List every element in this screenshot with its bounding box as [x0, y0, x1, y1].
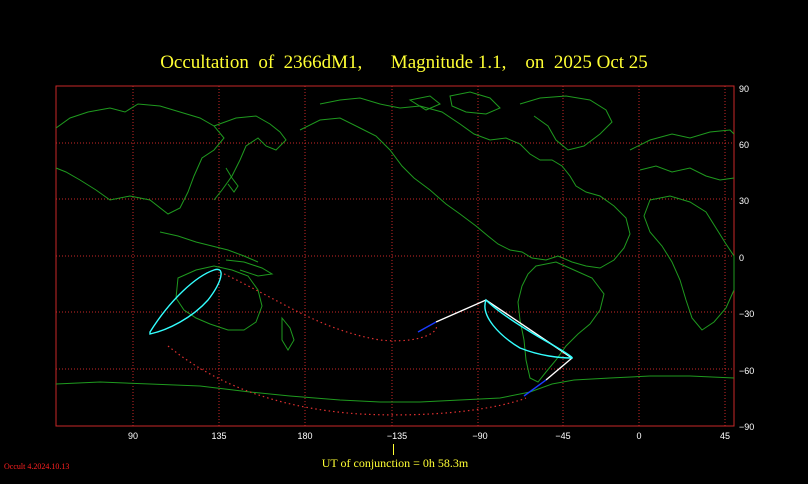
coastlines: [55, 91, 735, 403]
lat-tick: 90: [739, 84, 750, 94]
coast-africa: [643, 195, 735, 331]
visibility-curves: [149, 268, 573, 359]
coast-asia-west: [55, 103, 225, 215]
coast-japan: [225, 167, 239, 193]
curve-australia: [149, 268, 222, 335]
coast-australia: [175, 265, 263, 331]
coast-indonesia: [159, 231, 259, 263]
coast-antarctica: [55, 375, 735, 403]
curve-south-america: [484, 298, 573, 359]
version-label: Occult 4.2024.10.13: [4, 462, 70, 471]
lon-tick: 0: [636, 431, 642, 441]
lon-tick: 135: [211, 431, 227, 441]
limit-lines: [167, 271, 527, 416]
lon-tick: 90: [127, 431, 138, 441]
conjunction-marker: [393, 444, 394, 455]
coast-south-america: [517, 261, 605, 383]
lon-tick: −45: [555, 431, 571, 441]
coast-greenland: [519, 95, 613, 151]
coast-north-america: [299, 97, 631, 269]
lat-tick: 60: [739, 140, 750, 150]
coast-europe-2: [639, 165, 735, 181]
lon-tick: −90: [472, 431, 488, 441]
lon-tick: 180: [297, 431, 313, 441]
coast-arctic-islands: [449, 91, 501, 115]
coast-new-guinea: [225, 259, 274, 277]
lat-tick: 30: [739, 196, 750, 206]
lon-tick: −135: [386, 431, 408, 441]
central-path: [417, 299, 573, 397]
lon-tick: 45: [719, 431, 730, 441]
map-title: Occultation of 2366dM1, Magnitude 1.1, o…: [160, 52, 648, 73]
central-path-south-white: [545, 357, 573, 381]
central-path-white: [435, 299, 573, 359]
grid: [56, 86, 734, 426]
lat-tick: −30: [739, 309, 755, 319]
coast-europe: [629, 129, 735, 151]
northern-limit: [219, 271, 438, 342]
central-path-south-blue: [523, 379, 547, 397]
coast-new-zealand: [281, 316, 295, 351]
coast-arctic-islands-2: [408, 95, 441, 111]
lat-tick: 0: [739, 253, 745, 263]
lat-tick: −90: [739, 422, 755, 432]
central-path-blue: [417, 321, 437, 333]
conjunction-label: UT of conjunction = 0h 58.3m: [321, 456, 469, 470]
southern-limit: [167, 345, 527, 416]
lat-tick: −60: [739, 366, 755, 376]
coast-siberia-ne: [213, 115, 287, 201]
